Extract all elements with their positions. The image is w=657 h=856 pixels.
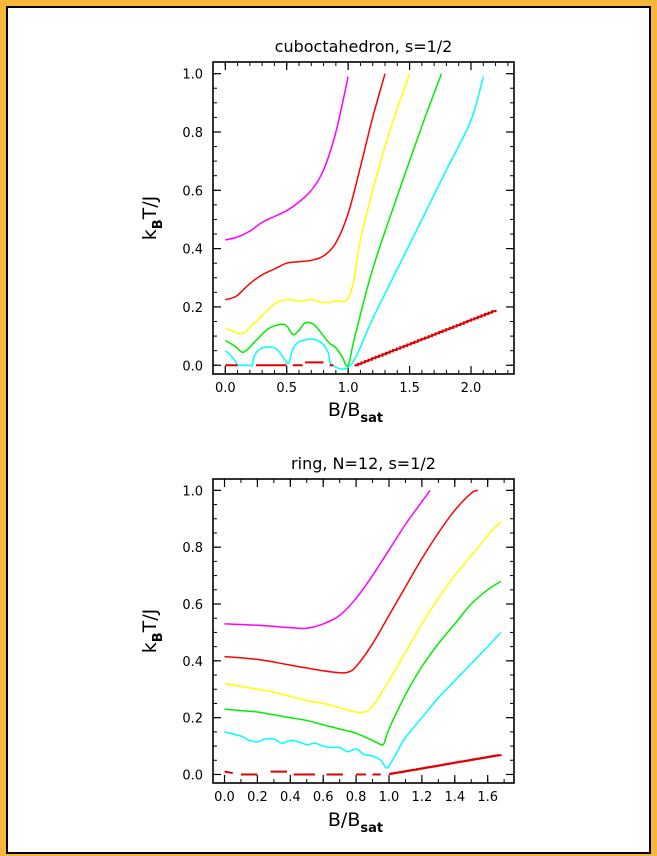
x-tick-label: 1.0 <box>338 381 359 396</box>
y-tick-label: 0.2 <box>182 301 203 316</box>
y-tick-label: 0.6 <box>182 598 203 613</box>
chart-title: cuboctahedron, s=1/2 <box>275 37 453 56</box>
y-tick-label: 0.6 <box>182 184 203 199</box>
x-axis-label: B/Bsat <box>328 809 383 836</box>
x-tick-label: 1.0 <box>379 790 400 805</box>
series-line-3 <box>225 73 411 335</box>
y-axis-label-sub: B <box>151 219 166 229</box>
y-axis-label-sub: B <box>151 632 166 642</box>
x-tick-label: 1.5 <box>399 381 420 396</box>
series-line-5 <box>224 631 502 769</box>
x-tick-label: 0.8 <box>346 790 367 805</box>
series-line-1 <box>224 489 431 630</box>
y-axis-label-main: k <box>139 642 161 653</box>
series-line-3 <box>224 521 502 714</box>
chart-title: ring, N=12, s=1/2 <box>291 454 436 473</box>
y-tick-label: 0.4 <box>182 243 203 258</box>
y-tick-label: 1.0 <box>182 484 203 499</box>
plot-frame <box>212 61 515 375</box>
series-line-2 <box>224 489 479 674</box>
x-tick-label: 0.2 <box>247 790 268 805</box>
y-tick-label: 0.0 <box>182 359 203 374</box>
x-axis-label-sub: sat <box>360 821 383 836</box>
series-line-5 <box>224 76 485 370</box>
x-tick-label: 0.0 <box>214 790 235 805</box>
x-axis-label-main: B/B <box>328 809 360 831</box>
x-axis-label: B/Bsat <box>328 399 383 426</box>
y-tick-label: 1.0 <box>182 68 203 83</box>
figure-panel: cuboctahedron, s=1/2 0.0 0.5 1.0 1.5 2.0 0.0 0.… <box>6 6 651 854</box>
x-tick-label: 1.2 <box>412 790 433 805</box>
low-temp-ramp <box>389 754 502 775</box>
y-axis-label-main: k <box>139 229 161 240</box>
x-tick-label: 0.5 <box>276 381 297 396</box>
charts-canvas: cuboctahedron, s=1/2 0.0 0.5 1.0 1.5 2.0 0.0 0.… <box>139 37 515 836</box>
x-tick-label: 0.6 <box>313 790 334 805</box>
series-line-4 <box>224 73 443 367</box>
y-tick-label: 0.2 <box>182 712 203 727</box>
y-tick-label: 0.8 <box>182 126 203 141</box>
x-tick-label: 2.0 <box>461 381 482 396</box>
chart-2: ring, N=12, s=1/2 0.0 0.2 0.4 0.6 0.8 1.0 1.2 1.… <box>139 454 515 836</box>
x-axis-label-sub: sat <box>360 411 383 426</box>
y-tick-label: 0.4 <box>182 655 203 670</box>
y-tick-label: 0.0 <box>182 768 203 783</box>
x-tick-label: 1.6 <box>477 790 498 805</box>
y-axis-label: kBT/J <box>139 609 166 654</box>
chart-1: cuboctahedron, s=1/2 0.0 0.5 1.0 1.5 2.0 0.0 0.… <box>139 37 515 426</box>
series-line-1 <box>225 76 349 241</box>
low-temp-segment <box>224 770 233 775</box>
series-line-2 <box>225 73 386 301</box>
y-axis-label-rest: T/J <box>139 196 161 221</box>
x-tick-label: 1.4 <box>444 790 465 805</box>
x-tick-label: 0.4 <box>280 790 301 805</box>
low-temp-ramp <box>354 309 497 367</box>
x-axis-label-main: B/B <box>328 399 360 421</box>
y-tick-label: 0.8 <box>182 541 203 556</box>
x-tick-label: 0.0 <box>215 381 236 396</box>
plot-frame <box>212 478 515 784</box>
series-line-4 <box>224 580 502 746</box>
y-axis-label-rest: T/J <box>139 609 161 634</box>
y-axis-label: kBT/J <box>139 196 166 241</box>
